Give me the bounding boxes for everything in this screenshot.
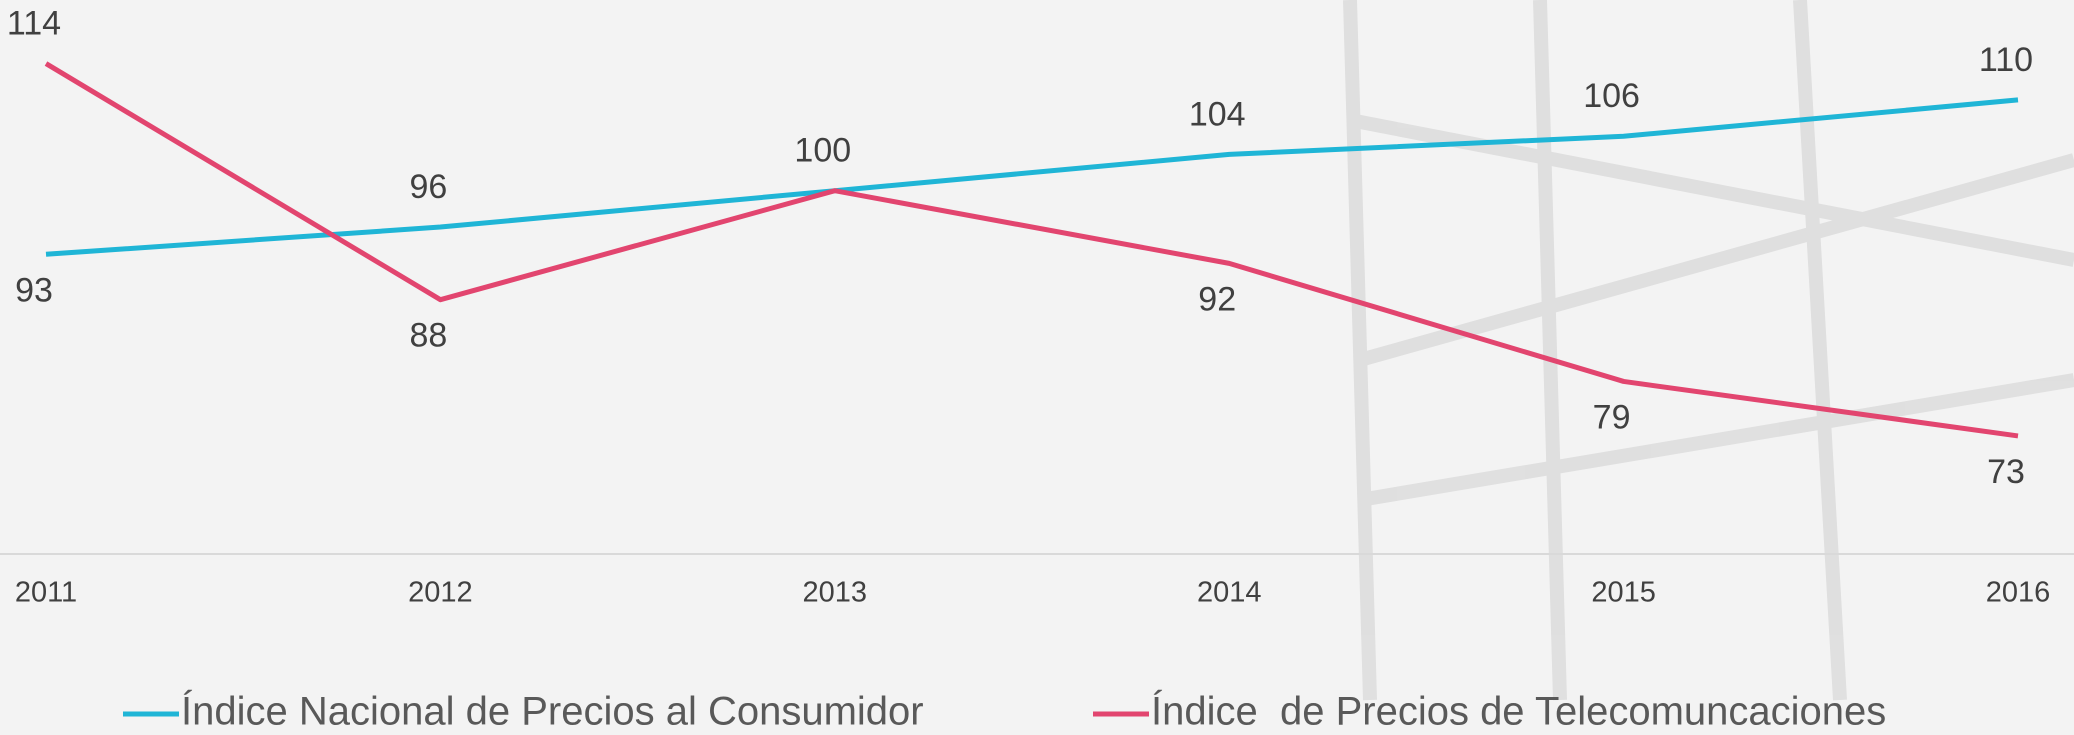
x-tick-label: 2015 <box>1591 577 1656 609</box>
data-label: 104 <box>1189 95 1246 133</box>
x-tick-label: 2014 <box>1197 577 1262 609</box>
data-label: 93 <box>15 271 53 309</box>
line-series <box>45 97 2019 257</box>
legend-label: Índice de Precios de Telecomuncaciones <box>1151 689 1886 734</box>
data-label: 92 <box>1198 280 1236 318</box>
data-label: 73 <box>1987 453 2025 491</box>
x-tick-label: 2013 <box>803 577 868 609</box>
x-tick-label: 2012 <box>408 577 473 609</box>
legend-label: Índice Nacional de Precios al Consumidor <box>181 689 924 734</box>
data-label: 110 <box>1979 41 2033 79</box>
x-tick-label: 2016 <box>1986 577 2051 609</box>
data-label: 96 <box>409 168 447 206</box>
data-label: 114 <box>7 5 61 43</box>
data-label: 88 <box>409 317 447 355</box>
data-label: 106 <box>1583 77 1640 115</box>
data-label: 79 <box>1593 398 1631 436</box>
line-series <box>44 61 2019 439</box>
x-tick-label: 2011 <box>15 577 77 609</box>
data-label: 100 <box>794 132 851 170</box>
